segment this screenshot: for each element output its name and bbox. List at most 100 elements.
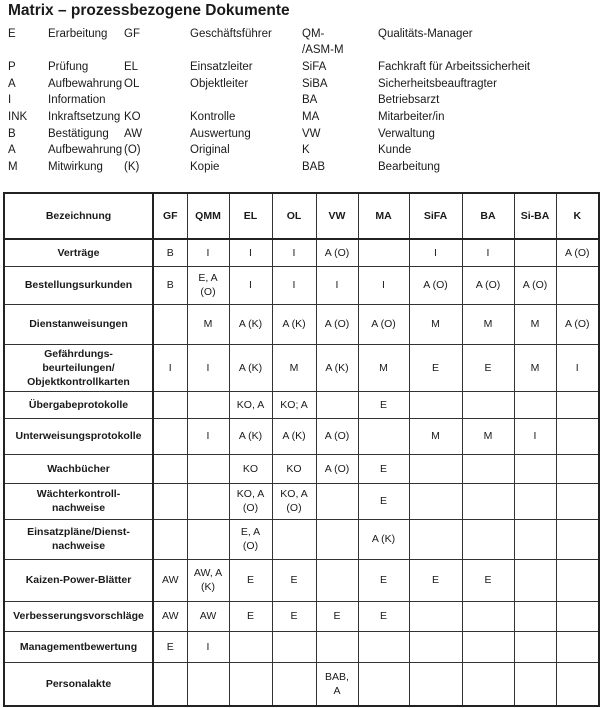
table-row: Wachbücher KO KO A (O) E	[3, 453, 600, 484]
legend-description: Bearbeitung	[378, 161, 441, 173]
matrix-cell	[152, 303, 188, 345]
table-row: Dienstanweisungen M A (K) A (K) A (O) A (O) M M…	[3, 303, 600, 345]
matrix-cell: E, A (O)	[228, 518, 273, 560]
matrix-cell	[271, 518, 317, 560]
column-header-designation: Bezeichnung	[3, 192, 154, 240]
matrix-cell	[513, 238, 557, 267]
legend-description: Kopie	[190, 161, 220, 173]
matrix-cell	[152, 661, 188, 707]
matrix-cell	[315, 482, 359, 520]
matrix-cell: I	[555, 343, 600, 392]
matrix-cell: I	[152, 343, 188, 392]
matrix-cell: B	[152, 265, 188, 305]
legend-abbreviation: I	[8, 94, 12, 106]
matrix-cell: BAB, A	[315, 661, 359, 707]
matrix-cell	[315, 558, 359, 602]
matrix-cell	[152, 518, 188, 560]
matrix-cell	[315, 630, 359, 663]
matrix-cell: E	[228, 600, 273, 632]
column-header-si-ba: Si-BA	[513, 192, 557, 240]
table-row: Übergabeprotokolle KO, A KO; A E	[3, 390, 600, 419]
table-row: Personalakte BAB, A	[3, 661, 600, 707]
matrix-cell	[152, 417, 188, 455]
legend-abbreviation: P	[8, 61, 16, 73]
matrix-cell	[461, 661, 515, 707]
matrix-cell	[228, 661, 273, 707]
matrix-cell	[408, 630, 463, 663]
matrix-cell: E	[357, 482, 410, 520]
matrix-cell: KO, A	[228, 390, 273, 419]
matrix-cell: M	[408, 417, 463, 455]
page-title: Matrix – prozessbezogene Dokumente	[8, 2, 290, 19]
matrix-cell	[555, 600, 600, 632]
row-label: Wachbücher	[3, 453, 154, 484]
matrix-cell	[555, 482, 600, 520]
legend-description: Aufbewahrung	[48, 78, 123, 90]
legend-abbreviation: SiFA	[302, 61, 327, 73]
matrix-cell: I	[271, 238, 317, 267]
column-header-el: EL	[228, 192, 273, 240]
matrix-cell: A (K)	[315, 343, 359, 392]
legend-description: Aufbewahrung	[48, 144, 123, 156]
matrix-cell	[357, 630, 410, 663]
matrix-cell: I	[186, 238, 230, 267]
legend-abbreviation: QM- /ASM-M	[302, 28, 344, 56]
matrix-cell: KO	[271, 453, 317, 484]
legend-abbreviation: OL	[124, 78, 140, 90]
legend-description: Erarbeitung	[48, 28, 108, 40]
table-row: Unterweisungsprotokolle I A (K) A (K) A (O) M…	[3, 417, 600, 455]
column-header-k: K	[555, 192, 600, 240]
matrix-cell	[408, 453, 463, 484]
matrix-cell: A (O)	[408, 265, 463, 305]
matrix-cell	[513, 518, 557, 560]
matrix-cell: A (O)	[461, 265, 515, 305]
legend-description: Qualitäts-Manager	[378, 28, 473, 40]
matrix-cell	[186, 390, 230, 419]
matrix-cell	[513, 482, 557, 520]
matrix-cell: A (K)	[271, 417, 317, 455]
legend-abbreviation: BAB	[302, 161, 326, 173]
matrix-cell: A (O)	[555, 238, 600, 267]
legend-abbreviation: EL	[124, 61, 139, 73]
table-row: Bestellungsurkunden B E, A (O) I I I I A (O) A (…	[3, 265, 600, 305]
responsibility-matrix: Bezeichnung GF QMM EL OL VW MA SiFA BA Si-BA K Ver…	[3, 192, 600, 707]
legend-abbreviation: A	[8, 144, 16, 156]
legend-description: Sicherheitsbeauftragter	[378, 78, 497, 90]
matrix-cell: M	[461, 303, 515, 345]
legend-abbreviation: (K)	[124, 161, 140, 173]
column-header-qmm: QMM	[186, 192, 230, 240]
matrix-cell: I	[186, 630, 230, 663]
legend-abbreviation: B	[8, 128, 16, 140]
matrix-cell: AW	[152, 600, 188, 632]
matrix-cell: I	[186, 417, 230, 455]
table-row: Kaizen-Power-Blätter AW AW, A (K) E E E E E	[3, 558, 600, 602]
row-label: Bestellungsurkunden	[3, 265, 154, 305]
row-label: Kaizen-Power-Blätter	[3, 558, 154, 602]
column-header-ba: BA	[461, 192, 515, 240]
legend-description: Verwaltung	[378, 128, 435, 140]
legend-abbreviation: M	[8, 161, 18, 173]
legend-description: Kunde	[378, 144, 412, 156]
matrix-cell: E	[271, 558, 317, 602]
legend-description: Information	[48, 94, 106, 106]
matrix-cell: AW	[186, 600, 230, 632]
matrix-cell: A (K)	[228, 343, 273, 392]
matrix-cell: A (K)	[357, 518, 410, 560]
legend-description: Inkraftsetzung	[48, 111, 121, 123]
matrix-cell	[152, 453, 188, 484]
legend-description: Mitwirkung	[48, 161, 103, 173]
matrix-cell	[555, 453, 600, 484]
matrix-cell	[186, 518, 230, 560]
matrix-cell: M	[461, 417, 515, 455]
legend-abbreviation: GF	[124, 28, 140, 40]
legend-description: Auswertung	[190, 128, 251, 140]
header-row: Bezeichnung GF QMM EL OL VW MA SiFA BA Si-BA K	[3, 192, 600, 240]
matrix-cell: M	[186, 303, 230, 345]
matrix-cell: AW, A (K)	[186, 558, 230, 602]
legend-description: Einsatzleiter	[190, 61, 253, 73]
matrix-cell	[555, 630, 600, 663]
legend-description: Geschäftsführer	[190, 28, 272, 40]
matrix-cell: A (K)	[271, 303, 317, 345]
matrix-cell: A (O)	[357, 303, 410, 345]
matrix-cell	[513, 600, 557, 632]
